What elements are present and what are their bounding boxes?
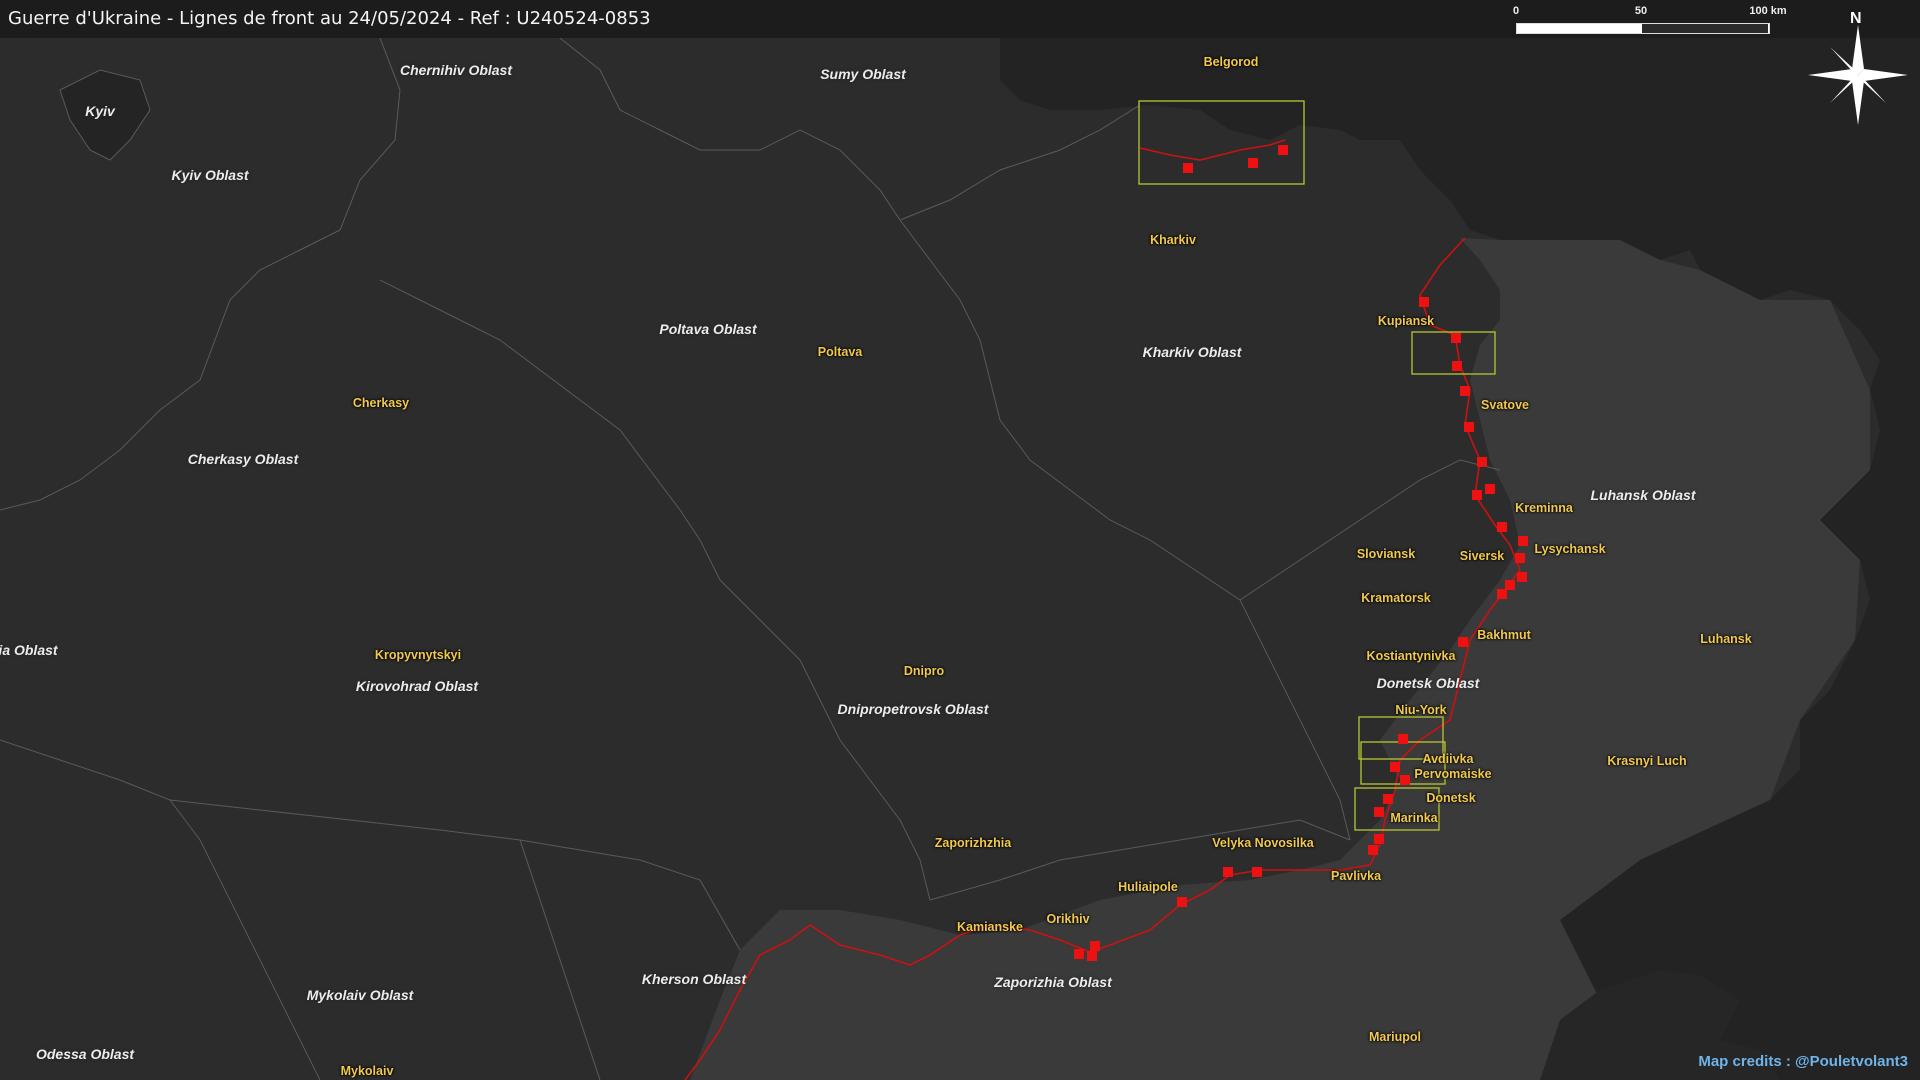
city-label: Orikhiv: [1046, 912, 1090, 926]
scale-tick-50: 50: [1634, 5, 1648, 17]
city-label: Cherkasy: [352, 396, 410, 410]
city-label: Kupiansk: [1377, 314, 1435, 328]
city-label: Pavlivka: [1330, 869, 1382, 883]
compass-north-label: N: [1850, 10, 1862, 27]
city-label: Dnipro: [903, 664, 945, 678]
oblast-label: Kharkiv Oblast: [1142, 344, 1242, 360]
oblast-label: Luhansk Oblast: [1590, 487, 1696, 503]
highlight-box-marinka: [1354, 787, 1440, 831]
city-label: Donetsk: [1426, 791, 1476, 805]
highlight-box-kupiansk: [1411, 331, 1496, 375]
city-label: Kreminna: [1515, 501, 1573, 515]
city-label: Marinka: [1390, 811, 1438, 825]
oblast-label: Kyiv Oblast: [171, 167, 249, 183]
city-label: Kramatorsk: [1361, 591, 1431, 605]
front-line: [684, 139, 1521, 1080]
oblast-label: Poltava Oblast: [659, 321, 757, 337]
map-credits: Map credits : @Pouletvolant3: [1698, 1053, 1908, 1070]
oblast-label: ia Oblast: [0, 642, 58, 658]
city-label: Lysychansk: [1534, 542, 1606, 556]
sea-of-azov: [1540, 970, 1780, 1080]
city-label: Svatove: [1481, 398, 1529, 412]
city-label: Sloviansk: [1356, 547, 1416, 561]
highlight-box-niu-york: [1358, 716, 1444, 760]
city-label: Avdiivka: [1422, 752, 1474, 766]
highlight-boxes: [1138, 100, 1496, 831]
city-label: Luhansk: [1700, 632, 1752, 646]
oblast-label: Mykolaiv Oblast: [306, 987, 414, 1003]
city-label: Kamianske: [956, 920, 1024, 934]
city-label: Huliaipole: [1118, 880, 1178, 894]
highlight-box-kharkiv-border: [1138, 100, 1305, 185]
oblast-label: Donetsk Oblast: [1376, 675, 1480, 691]
city-label: Pervomaiske: [1414, 767, 1492, 781]
city-label: Mariupol: [1368, 1030, 1422, 1044]
city-label-kyiv: Kyiv: [85, 103, 115, 119]
compass-rose-icon: N: [1808, 10, 1908, 125]
city-label: Kropyvnytskyi: [374, 648, 462, 662]
oblast-label: Cherkasy Oblast: [187, 451, 299, 467]
city-label: Kharkiv: [1150, 233, 1196, 247]
city-label: Velyka Novosilka: [1212, 836, 1314, 850]
city-label: Kostiantynivka: [1366, 649, 1456, 663]
front-markers: [1074, 145, 1528, 961]
oblast-label: Kherson Oblast: [641, 971, 747, 987]
russia-territory: [1000, 38, 1920, 1080]
title-bar: Guerre d'Ukraine - Lignes de front au 24…: [0, 0, 1920, 38]
scale-tick-100: 100 km: [1749, 5, 1787, 17]
oblast-label: Odessa Oblast: [35, 1046, 135, 1062]
city-label: Zaporizhzhia: [934, 836, 1012, 850]
oblast-label: Zaporizhia Oblast: [994, 974, 1112, 990]
oblast-boundaries: [0, 37, 1501, 1080]
city-label: Mykolaiv: [340, 1064, 394, 1078]
scale-tick-0: 0: [1512, 5, 1520, 17]
oblast-label: Dnipropetrovsk Oblast: [837, 701, 989, 717]
city-label: Bakhmut: [1477, 628, 1531, 642]
oblast-label: Kirovohrad Oblast: [355, 678, 479, 694]
oblast-label: Sumy Oblast: [820, 66, 906, 82]
city-label: Siversk: [1459, 549, 1505, 563]
map-title: Guerre d'Ukraine - Lignes de front au 24…: [8, 8, 651, 29]
oblast-label: Chernihiv Oblast: [399, 62, 513, 78]
city-label: Poltava: [817, 345, 863, 359]
city-label: Krasnyi Luch: [1607, 754, 1687, 768]
occupied-territory: [690, 238, 1870, 1080]
city-label: Niu-York: [1395, 703, 1447, 717]
city-label: Belgorod: [1203, 55, 1259, 69]
